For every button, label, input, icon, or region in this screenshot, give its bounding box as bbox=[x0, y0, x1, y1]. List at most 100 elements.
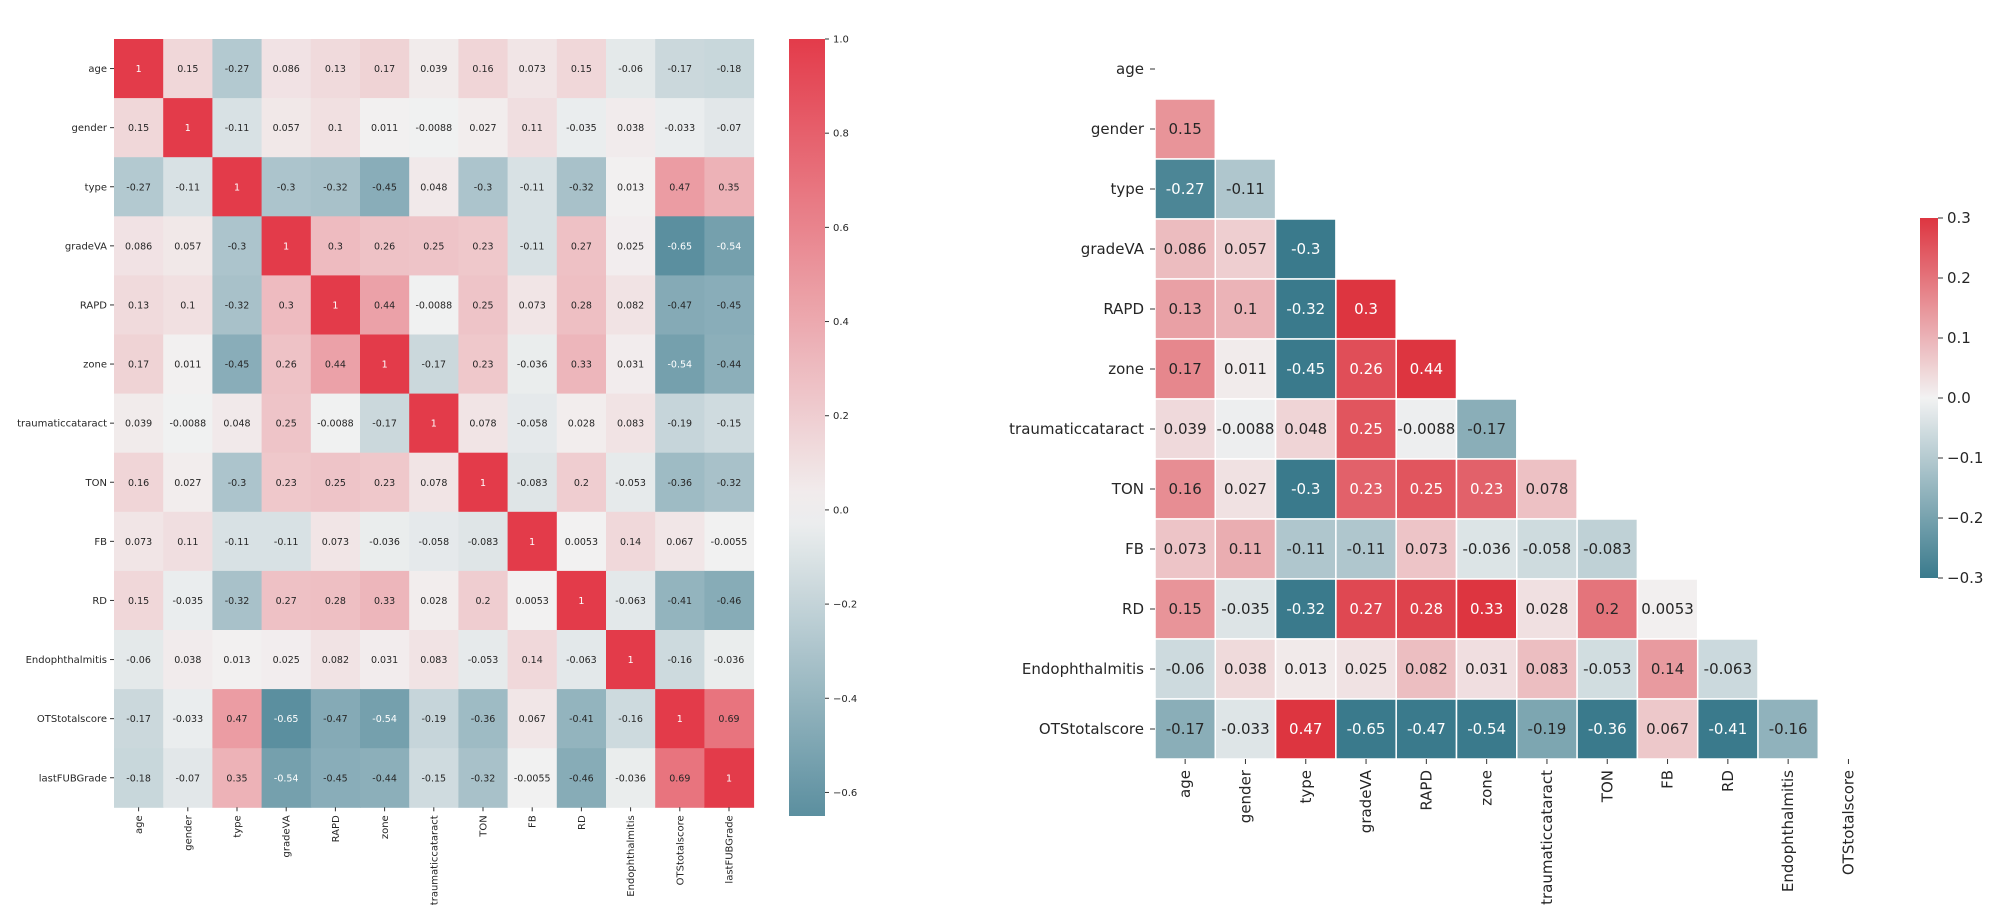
cell-value-label: -0.45 bbox=[717, 300, 742, 311]
heatmap-cell bbox=[606, 689, 656, 749]
heatmap-cell bbox=[310, 393, 361, 454]
cell-value-label: -0.41 bbox=[569, 714, 594, 725]
cell-value-label: -0.32 bbox=[569, 182, 594, 193]
cell-value-label: 0.44 bbox=[1410, 360, 1443, 378]
cell-value-label: -0.11 bbox=[1286, 540, 1325, 558]
heatmap-cell bbox=[1214, 458, 1277, 520]
cell-value-label: 1 bbox=[283, 241, 289, 252]
cell-value-label: -0.036 bbox=[714, 655, 745, 666]
cell-value-label: -0.47 bbox=[668, 300, 693, 311]
cell-value-label: 0.078 bbox=[420, 478, 447, 489]
heatmap-cell bbox=[556, 511, 607, 572]
heatmap-cell bbox=[507, 216, 558, 276]
heatmap-cell bbox=[1576, 698, 1639, 760]
heatmap-cell bbox=[1395, 398, 1458, 460]
colorbar-tick-label: −0.2 bbox=[1947, 509, 1983, 527]
colorbar-gradient bbox=[1920, 218, 1938, 578]
y-tick-label: TON bbox=[1111, 480, 1144, 498]
heatmap-cell bbox=[1516, 638, 1578, 700]
heatmap-cell bbox=[1154, 578, 1217, 640]
heatmap-cell bbox=[1335, 638, 1397, 700]
cell-value-label: 0.15 bbox=[571, 64, 592, 75]
heatmap-cell bbox=[556, 630, 607, 690]
colorbar-tick-label: 0.8 bbox=[833, 129, 849, 140]
cell-value-label: 0.082 bbox=[1405, 660, 1448, 678]
cell-value-label: 0.23 bbox=[472, 360, 493, 371]
x-tick-label: gradeVA bbox=[282, 815, 293, 857]
heatmap-cell bbox=[310, 216, 361, 276]
heatmap-cell bbox=[163, 393, 213, 454]
heatmap-cell bbox=[655, 98, 705, 158]
y-tick-label: type bbox=[1110, 180, 1144, 198]
heatmap-cell bbox=[606, 216, 656, 276]
cell-value-label: -0.32 bbox=[471, 773, 496, 784]
full-heatmap: 1 0.15 -0.27 0.086 0.13 0.17 0.039 0.16 0.073 0.1… bbox=[17, 39, 755, 905]
cell-value-label: 0.23 bbox=[1470, 480, 1503, 498]
cell-value-label: 0.057 bbox=[273, 123, 300, 134]
heatmap-cell bbox=[261, 570, 312, 631]
cell-value-label: 0.47 bbox=[1289, 720, 1322, 738]
heatmap-cell bbox=[114, 216, 164, 276]
triangle-heatmap-colorbar: 0.3 0.2 0.1 0.0 −0.1 −0.2 −0.3 bbox=[1920, 209, 1983, 587]
heatmap-cell bbox=[507, 748, 558, 808]
heatmap-cell bbox=[704, 630, 755, 690]
cell-value-label: -0.45 bbox=[225, 360, 250, 371]
x-tick-label: OTStotalscore bbox=[1839, 770, 1857, 875]
heatmap-cell bbox=[556, 748, 607, 808]
heatmap-cell bbox=[114, 393, 164, 454]
heatmap-cell bbox=[163, 452, 213, 513]
cell-value-label: -0.06 bbox=[1166, 660, 1205, 678]
cell-value-label: -0.41 bbox=[1708, 720, 1747, 738]
heatmap-cell bbox=[655, 393, 705, 454]
heatmap-cell bbox=[1274, 518, 1337, 580]
cell-value-label: 0.3 bbox=[279, 300, 294, 311]
x-tick-label: RD bbox=[577, 815, 588, 830]
cell-value-label: 0.35 bbox=[226, 773, 247, 784]
heatmap-cell bbox=[704, 393, 755, 454]
cell-value-label: -0.036 bbox=[517, 360, 548, 371]
heatmap-cell bbox=[507, 570, 558, 631]
heatmap-cell bbox=[458, 39, 509, 99]
cell-value-label: -0.36 bbox=[668, 478, 693, 489]
heatmap-cell bbox=[704, 511, 755, 572]
heatmap-cell bbox=[655, 511, 705, 572]
x-tick-label: OTStotalscore bbox=[675, 815, 686, 885]
heatmap-cell bbox=[360, 452, 410, 513]
y-tick-label: RD bbox=[1122, 600, 1144, 618]
heatmap-cell bbox=[606, 511, 656, 572]
cell-value-label: -0.033 bbox=[172, 714, 203, 725]
heatmap-cell bbox=[360, 334, 410, 395]
x-tick-label: gender bbox=[1236, 769, 1254, 823]
cell-value-label: 0.28 bbox=[325, 596, 346, 607]
cell-value-label: 1 bbox=[185, 123, 191, 134]
heatmap-cell bbox=[655, 748, 705, 808]
cell-value-label: -0.063 bbox=[615, 596, 646, 607]
y-tick-label: OTStotalscore bbox=[37, 714, 107, 725]
heatmap-cell bbox=[704, 334, 755, 395]
heatmap-cell bbox=[163, 689, 213, 749]
heatmap-cell bbox=[606, 748, 656, 808]
cell-value-label: -0.3 bbox=[1291, 480, 1320, 498]
cell-value-label: 1 bbox=[431, 419, 437, 430]
heatmap-cell bbox=[212, 689, 263, 749]
cell-value-label: -0.11 bbox=[225, 123, 250, 134]
heatmap-cell bbox=[1516, 518, 1578, 580]
cell-value-label: -0.18 bbox=[126, 773, 151, 784]
cell-value-label: 0.3 bbox=[1354, 300, 1378, 318]
cell-value-label: 0.073 bbox=[1405, 540, 1448, 558]
x-tick-label: TON bbox=[479, 815, 490, 837]
cell-value-label: 0.11 bbox=[1229, 540, 1262, 558]
colorbar-tick-label: 0.1 bbox=[1947, 329, 1971, 347]
heatmap-cell bbox=[606, 393, 656, 454]
cell-value-label: -0.32 bbox=[323, 182, 348, 193]
x-tick-label: age bbox=[1176, 770, 1194, 798]
heatmap-cell bbox=[1455, 518, 1518, 580]
cell-value-label: -0.41 bbox=[668, 596, 693, 607]
heatmap-cell bbox=[360, 98, 410, 158]
heatmap-cell bbox=[1274, 338, 1337, 400]
heatmap-cell bbox=[360, 630, 410, 690]
colorbar-gradient bbox=[789, 39, 825, 816]
heatmap-cell bbox=[163, 39, 213, 99]
cell-value-label: 0.048 bbox=[223, 419, 250, 430]
heatmap-cell bbox=[704, 39, 755, 99]
